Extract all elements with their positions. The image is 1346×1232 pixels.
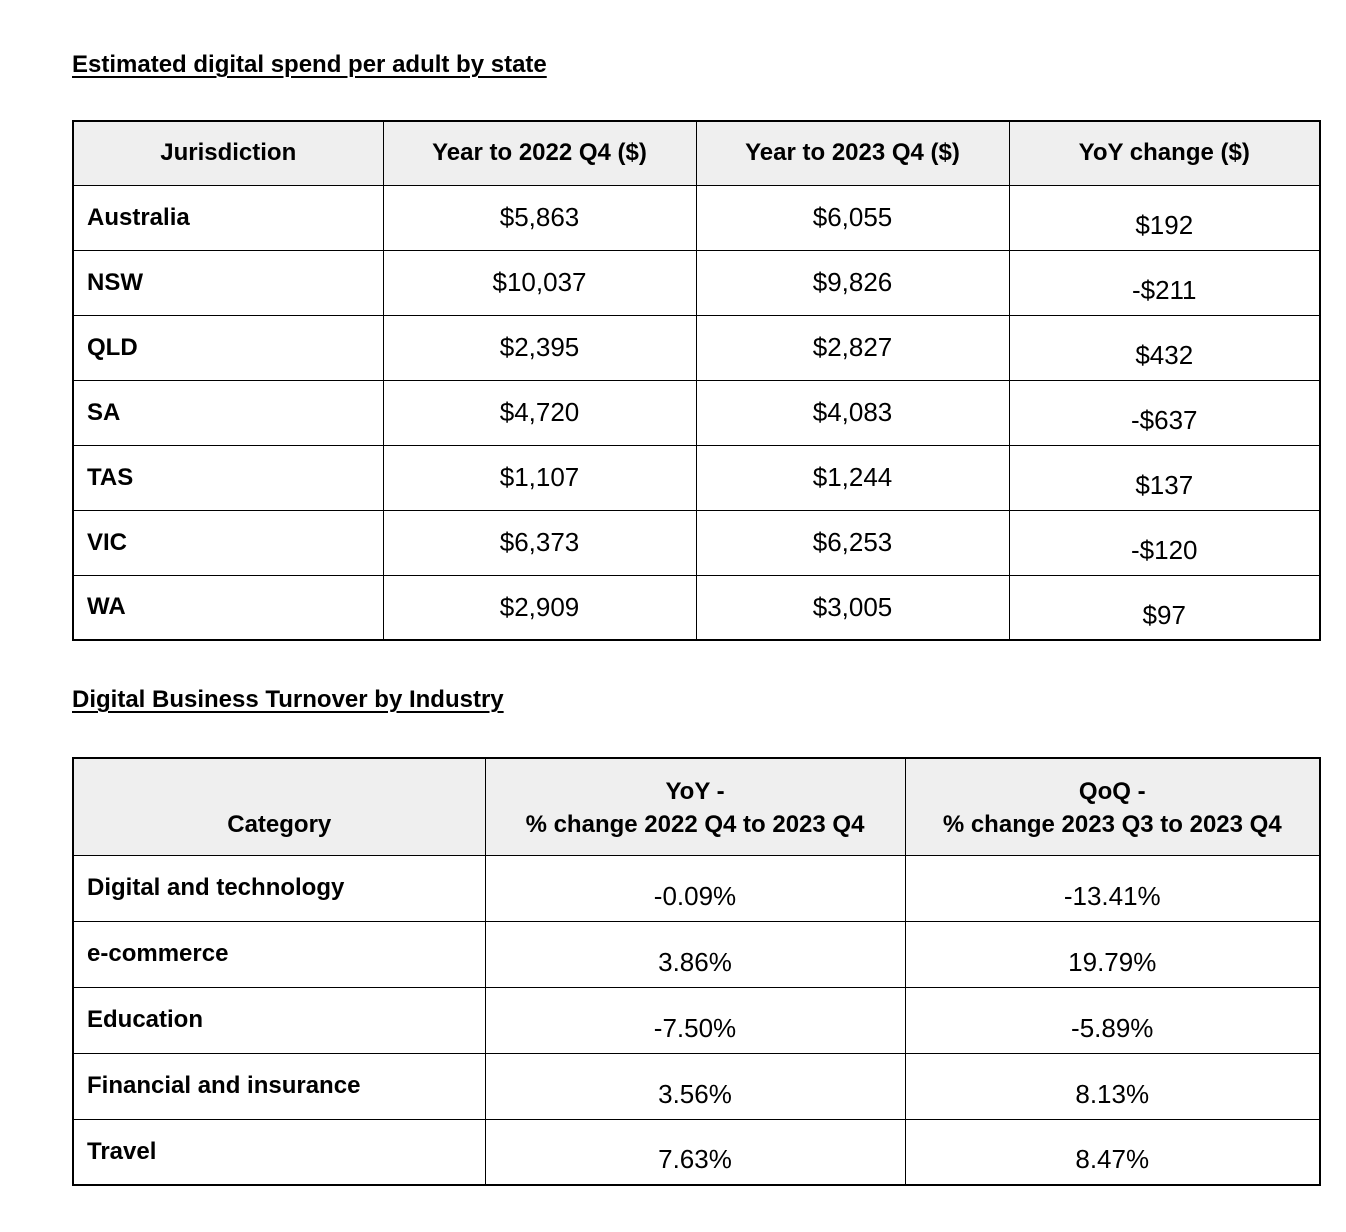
cell-jurisdiction: QLD xyxy=(72,314,384,381)
table-row-ecommerce: e-commerce 3.86% 19.79% xyxy=(72,920,1321,988)
cell-qoq-pct: -13.41% xyxy=(904,854,1321,922)
table-row-qld: QLD $2,395 $2,827 $432 xyxy=(72,314,1321,381)
cell-qoq-pct: 8.13% xyxy=(904,1052,1321,1120)
cell-y2022: $2,395 xyxy=(382,314,697,381)
cell-category: e-commerce xyxy=(72,920,486,988)
cell-yoy-pct: 3.86% xyxy=(484,920,906,988)
header-year-2022-q4: Year to 2022 Q4 ($) xyxy=(382,120,697,186)
spend-per-adult-table: Jurisdiction Year to 2022 Q4 ($) Year to… xyxy=(72,120,1321,641)
cell-y2022: $2,909 xyxy=(382,574,697,641)
section2-title: Digital Business Turnover by Industry xyxy=(72,686,504,713)
cell-y2022: $1,107 xyxy=(382,444,697,511)
cell-category: Digital and technology xyxy=(72,854,486,922)
cell-qoq-pct: 19.79% xyxy=(904,920,1321,988)
cell-jurisdiction: VIC xyxy=(72,509,384,576)
header-yoy-change: YoY change ($) xyxy=(1008,120,1321,186)
cell-y2023: $4,083 xyxy=(695,379,1010,446)
table-row-australia: Australia $5,863 $6,055 $192 xyxy=(72,184,1321,251)
header-category: Category xyxy=(72,757,486,856)
cell-yoy: $432 xyxy=(1008,314,1321,381)
spend-table-header-row: Jurisdiction Year to 2022 Q4 ($) Year to… xyxy=(72,120,1321,186)
cell-yoy-pct: 3.56% xyxy=(484,1052,906,1120)
cell-y2023: $3,005 xyxy=(695,574,1010,641)
cell-qoq-pct: 8.47% xyxy=(904,1118,1321,1186)
table-row-sa: SA $4,720 $4,083 -$637 xyxy=(72,379,1321,446)
cell-y2022: $4,720 xyxy=(382,379,697,446)
cell-category: Financial and insurance xyxy=(72,1052,486,1120)
cell-yoy: $192 xyxy=(1008,184,1321,251)
cell-yoy: -$637 xyxy=(1008,379,1321,446)
header-year-2023-q4: Year to 2023 Q4 ($) xyxy=(695,120,1010,186)
header-jurisdiction: Jurisdiction xyxy=(72,120,384,186)
turnover-table-header-row: Category YoY - % change 2022 Q4 to 2023 … xyxy=(72,757,1321,856)
table-row-tas: TAS $1,107 $1,244 $137 xyxy=(72,444,1321,511)
cell-jurisdiction: WA xyxy=(72,574,384,641)
table-row-wa: WA $2,909 $3,005 $97 xyxy=(72,574,1321,641)
cell-category: Travel xyxy=(72,1118,486,1186)
cell-jurisdiction: SA xyxy=(72,379,384,446)
cell-category: Education xyxy=(72,986,486,1054)
cell-yoy-pct: -0.09% xyxy=(484,854,906,922)
header-qoq-change-pct: QoQ - % change 2023 Q3 to 2023 Q4 xyxy=(904,757,1321,856)
table-row-vic: VIC $6,373 $6,253 -$120 xyxy=(72,509,1321,576)
cell-qoq-pct: -5.89% xyxy=(904,986,1321,1054)
cell-y2023: $6,055 xyxy=(695,184,1010,251)
section1-title: Estimated digital spend per adult by sta… xyxy=(72,51,547,78)
table-row-nsw: NSW $10,037 $9,826 -$211 xyxy=(72,249,1321,316)
cell-y2023: $9,826 xyxy=(695,249,1010,316)
cell-y2023: $1,244 xyxy=(695,444,1010,511)
cell-y2022: $6,373 xyxy=(382,509,697,576)
table-row-education: Education -7.50% -5.89% xyxy=(72,986,1321,1054)
table-row-financial-and-insurance: Financial and insurance 3.56% 8.13% xyxy=(72,1052,1321,1120)
cell-y2022: $5,863 xyxy=(382,184,697,251)
cell-yoy: -$211 xyxy=(1008,249,1321,316)
cell-yoy: $97 xyxy=(1008,574,1321,641)
header-yoy-change-pct: YoY - % change 2022 Q4 to 2023 Q4 xyxy=(484,757,906,856)
cell-y2023: $6,253 xyxy=(695,509,1010,576)
cell-yoy: -$120 xyxy=(1008,509,1321,576)
cell-yoy: $137 xyxy=(1008,444,1321,511)
turnover-by-industry-table: Category YoY - % change 2022 Q4 to 2023 … xyxy=(72,757,1321,1186)
cell-yoy-pct: 7.63% xyxy=(484,1118,906,1186)
cell-y2022: $10,037 xyxy=(382,249,697,316)
cell-y2023: $2,827 xyxy=(695,314,1010,381)
cell-jurisdiction: Australia xyxy=(72,184,384,251)
table-row-digital-and-technology: Digital and technology -0.09% -13.41% xyxy=(72,854,1321,922)
cell-jurisdiction: TAS xyxy=(72,444,384,511)
cell-jurisdiction: NSW xyxy=(72,249,384,316)
table-row-travel: Travel 7.63% 8.47% xyxy=(72,1118,1321,1186)
cell-yoy-pct: -7.50% xyxy=(484,986,906,1054)
